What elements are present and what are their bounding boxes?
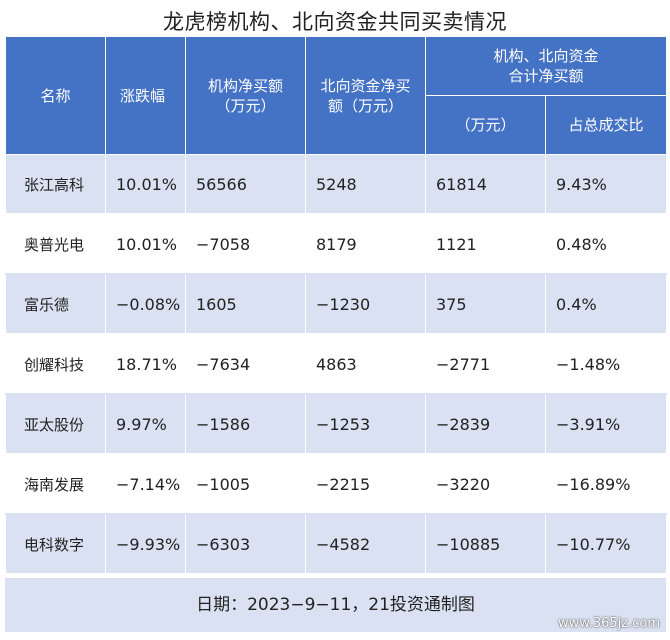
cell-north: −2215 (305, 454, 426, 515)
table-header: 名称 涨跌幅 机构净买额 （万元） 北向资金净买 额（万元） 机构、北向资金 合计净买… (5, 36, 668, 155)
header-change-label: 涨跌幅 (120, 86, 166, 105)
table-row: 奥普光电 10.01% −7058 8179 1121 0.48% (5, 214, 668, 275)
table-row: 电科数字 −9.93% −6303 −4582 −10885 −10.77% (5, 514, 668, 575)
header-combined-unit-label: （万元） (455, 116, 516, 134)
cell-inst: 56566 (185, 154, 306, 215)
footer-caption: 日期：2023−9−11，21投资通制图 (5, 578, 666, 632)
cell-change: −7.14% (105, 454, 186, 515)
header-combined: 机构、北向资金 合计净买额 (424, 36, 668, 96)
header-combined-label: 机构、北向资金 合计净买额 (493, 47, 599, 85)
cell-north: −4582 (305, 514, 426, 575)
cell-combined: −2771 (425, 334, 546, 395)
cell-ratio: −1.48% (544, 334, 668, 395)
header-inst-label: 机构净买额 （万元） (207, 76, 283, 115)
cell-combined: −2839 (425, 394, 546, 455)
cell-name: 亚太股份 (5, 394, 106, 455)
cell-inst: −1005 (185, 454, 306, 515)
cell-combined: −3220 (425, 454, 546, 515)
header-name: 名称 (5, 36, 106, 155)
cell-combined: 61814 (425, 154, 546, 215)
cell-name: 创耀科技 (5, 334, 106, 395)
header-north: 北向资金净买 额（万元） (305, 36, 426, 155)
cell-inst: −7058 (185, 214, 306, 275)
table-row: 张江高科 10.01% 56566 5248 61814 9.43% (5, 154, 668, 215)
table-body: 张江高科 10.01% 56566 5248 61814 9.43% 奥普光电 10.01% −… (5, 154, 668, 575)
cell-ratio: −3.91% (544, 394, 668, 455)
table-row: 富乐德 −0.08% 1605 −1230 375 0.4% (5, 274, 668, 335)
table-row: 亚太股份 9.97% −1586 −1253 −2839 −3.91% (5, 394, 668, 455)
table-row: 创耀科技 18.71% −7634 4863 −2771 −1.48% (5, 334, 668, 395)
cell-north: 5248 (305, 154, 426, 215)
cell-change: −9.93% (105, 514, 186, 575)
table-row: 海南发展 −7.14% −1005 −2215 −3220 −16.89% (5, 454, 668, 515)
header-combined-unit: （万元） (425, 95, 546, 155)
cell-inst: 1605 (185, 274, 306, 335)
data-table: 名称 涨跌幅 机构净买额 （万元） 北向资金净买 额（万元） 机构、北向资金 合计净买… (5, 36, 668, 575)
table-title: 龙虎榜机构、北向资金共同买卖情况 (163, 10, 507, 34)
cell-change: −0.08% (105, 274, 186, 335)
header-inst: 机构净买额 （万元） (185, 36, 306, 155)
cell-ratio: 0.4% (544, 274, 668, 335)
cell-ratio: −16.89% (544, 454, 668, 515)
cell-north: 4863 (305, 334, 426, 395)
cell-inst: −1586 (185, 394, 306, 455)
cell-change: 10.01% (105, 154, 186, 215)
header-name-label: 名称 (40, 86, 71, 105)
header-ratio: 占总成交比 (544, 95, 668, 155)
cell-combined: 375 (425, 274, 546, 335)
cell-change: 9.97% (105, 394, 186, 455)
cell-name: 电科数字 (5, 514, 106, 575)
cell-name: 奥普光电 (5, 214, 106, 275)
cell-inst: −6303 (185, 514, 306, 575)
header-north-label: 北向资金净买 额（万元） (320, 76, 411, 115)
cell-north: −1253 (305, 394, 426, 455)
cell-name: 富乐德 (5, 274, 106, 335)
cell-ratio: 0.48% (544, 214, 668, 275)
cell-ratio: −10.77% (544, 514, 668, 575)
header-change: 涨跌幅 (105, 36, 186, 155)
header-ratio-label: 占总成交比 (568, 116, 644, 134)
cell-change: 10.01% (105, 214, 186, 275)
cell-ratio: 9.43% (544, 154, 668, 215)
cell-change: 18.71% (105, 334, 186, 395)
cell-north: −1230 (305, 274, 426, 335)
cell-inst: −7634 (185, 334, 306, 395)
cell-name: 海南发展 (5, 454, 106, 515)
cell-north: 8179 (305, 214, 426, 275)
cell-name: 张江高科 (5, 154, 106, 215)
cell-combined: −10885 (425, 514, 546, 575)
cell-combined: 1121 (425, 214, 546, 275)
watermark: www.365jz.com (558, 616, 660, 631)
